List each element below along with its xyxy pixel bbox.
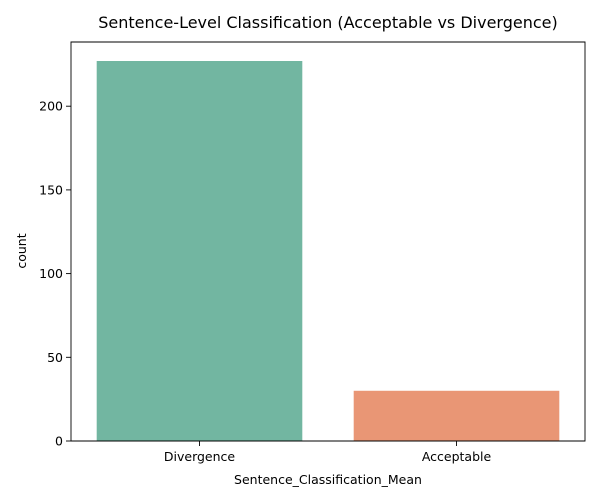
y-tick-label: 50: [47, 350, 63, 365]
x-tick-label-acceptable: Acceptable: [422, 449, 492, 464]
x-axis-label: Sentence_Classification_Mean: [234, 472, 422, 487]
y-tick-label: 100: [39, 266, 63, 281]
axes-frame: [70, 41, 586, 442]
y-tick-label: 200: [39, 99, 63, 114]
x-axis-ticks: Divergence Acceptable: [164, 441, 492, 464]
bar-acceptable: [353, 390, 560, 441]
bar-divergence: [96, 61, 303, 441]
y-tick-label: 150: [39, 182, 63, 197]
x-tick-label-divergence: Divergence: [164, 449, 236, 464]
y-axis-label: count: [14, 233, 29, 268]
y-tick-label: 0: [55, 434, 63, 449]
bars-layer: [96, 61, 560, 441]
axes: [70, 41, 586, 442]
chart-title: Sentence-Level Classification (Acceptabl…: [98, 13, 557, 32]
y-axis-ticks: 0 50 100 150 200: [39, 99, 71, 449]
